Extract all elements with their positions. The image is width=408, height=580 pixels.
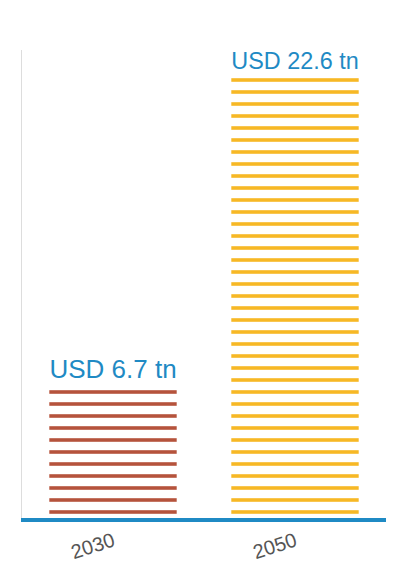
svg-text:2030: 2030 xyxy=(68,528,117,563)
svg-text:2050: 2050 xyxy=(250,528,299,563)
svg-text:USD 6.7 tn: USD 6.7 tn xyxy=(49,354,176,384)
svg-text:USD 22.6 tn: USD 22.6 tn xyxy=(231,48,358,74)
